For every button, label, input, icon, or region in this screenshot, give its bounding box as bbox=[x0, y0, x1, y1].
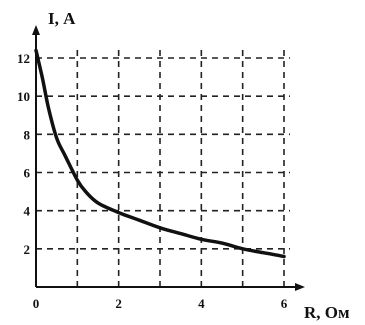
series-line bbox=[34, 48, 286, 259]
series bbox=[34, 48, 286, 259]
x-tick-label: 4 bbox=[198, 296, 205, 311]
y-axis-label: I, А bbox=[48, 9, 76, 28]
x-tick-label: 6 bbox=[281, 296, 288, 311]
y-tick-label: 10 bbox=[17, 89, 30, 104]
x-tick-label: 2 bbox=[115, 296, 122, 311]
y-tick-label: 2 bbox=[24, 242, 31, 257]
y-tick-label: 12 bbox=[17, 51, 30, 66]
y-tick-label: 6 bbox=[24, 166, 31, 181]
grid bbox=[36, 48, 290, 287]
tick-labels: 0 2 4 6 2 4 6 8 10 12 bbox=[17, 51, 288, 311]
y-tick-label: 8 bbox=[24, 127, 31, 142]
y-tick-label: 4 bbox=[24, 204, 31, 219]
x-axis-label: R, Ом bbox=[304, 303, 350, 322]
x-tick-label: 0 bbox=[33, 296, 40, 311]
